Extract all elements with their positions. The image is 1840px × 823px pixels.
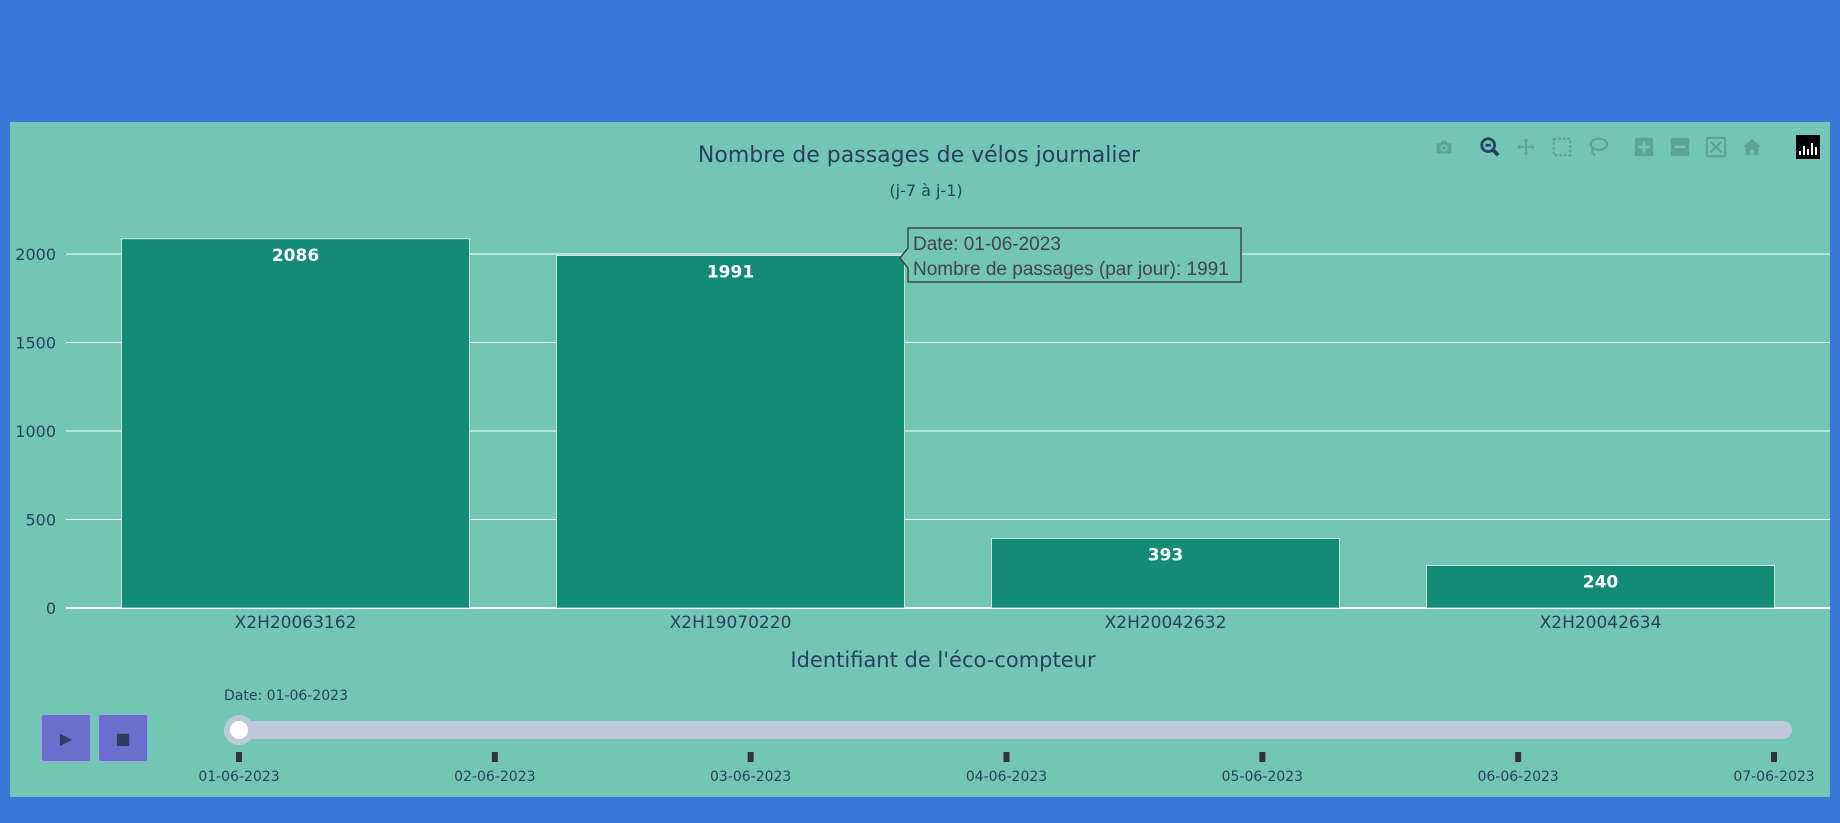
- slider-current-value: Date: 01-06-2023: [224, 688, 348, 704]
- bar[interactable]: [556, 255, 905, 609]
- slider-handle[interactable]: [230, 721, 248, 739]
- x-axis-label: Identifiant de l'éco-compteur: [790, 648, 1096, 672]
- slider-tick[interactable]: [1003, 752, 1010, 762]
- pan-icon[interactable]: [1514, 135, 1538, 159]
- bar-value-label: 1991: [707, 263, 754, 283]
- zoom-in-icon[interactable]: [1632, 135, 1656, 159]
- bars: 2086 1991 393 240: [121, 238, 1775, 609]
- bar-value-label: 2086: [272, 246, 319, 266]
- y-tick-label: 2000: [15, 245, 56, 264]
- chart-panel: Nombre de passages de vélos journalier (…: [10, 122, 1830, 797]
- slider-tick[interactable]: [236, 752, 242, 762]
- zoom-icon[interactable]: [1478, 135, 1502, 159]
- bar[interactable]: [1426, 565, 1775, 609]
- y-tick-label: 1000: [15, 422, 56, 441]
- stop-button[interactable]: ■: [98, 714, 148, 762]
- slider-tick[interactable]: [1259, 752, 1266, 762]
- play-button[interactable]: ▶: [41, 714, 91, 762]
- slider-step-label[interactable]: 02-06-2023: [454, 769, 535, 785]
- x-tick-label: X2H20063162: [235, 613, 357, 633]
- lasso-icon[interactable]: [1586, 135, 1610, 159]
- zoom-out-icon[interactable]: [1668, 135, 1692, 159]
- tooltip-value: Nombre de passages (par jour): 1991: [913, 259, 1229, 280]
- bar[interactable]: [121, 238, 470, 609]
- chart-canvas: Nombre de passages de vélos journalier (…: [15, 143, 1830, 785]
- slider-tick[interactable]: [1515, 752, 1522, 762]
- x-tick-label: X2H19070220: [670, 613, 792, 633]
- slider-step-label[interactable]: 01-06-2023: [198, 769, 279, 785]
- tooltip-date: Date: 01-06-2023: [913, 234, 1061, 255]
- y-tick-label: 500: [25, 511, 56, 530]
- chart-title: Nombre de passages de vélos journalier: [698, 143, 1141, 168]
- play-icon: ▶: [59, 728, 73, 748]
- bar[interactable]: [991, 538, 1340, 609]
- x-tick-label: X2H20042632: [1105, 613, 1227, 633]
- x-axis-ticks: X2H20063162 X2H19070220 X2H20042632 X2H2004…: [235, 613, 1662, 633]
- slider-step-label[interactable]: 04-06-2023: [966, 769, 1047, 785]
- y-axis-ticks: 0 500 1000 1500 2000: [15, 245, 56, 618]
- slider-step-label[interactable]: 05-06-2023: [1222, 769, 1303, 785]
- stop-icon: ■: [115, 728, 131, 748]
- autoscale-icon[interactable]: [1704, 135, 1728, 159]
- reset-axes-icon[interactable]: [1740, 135, 1764, 159]
- slider-tick[interactable]: [491, 752, 498, 762]
- bar-value-label: 393: [1148, 545, 1184, 565]
- slider-tick[interactable]: [1771, 752, 1777, 762]
- slider-track[interactable]: [224, 721, 1792, 739]
- slider-tick[interactable]: [747, 752, 754, 762]
- y-tick-label: 0: [46, 599, 56, 618]
- tooltip-box: [899, 227, 1242, 283]
- y-tick-label: 1500: [15, 334, 56, 353]
- slider-step-label[interactable]: 06-06-2023: [1477, 769, 1558, 785]
- box-select-icon[interactable]: [1550, 135, 1574, 159]
- slider-steps: 01-06-2023 02-06-2023 03-06-2023 04-06-2023…: [198, 752, 1815, 785]
- slider-step-label[interactable]: 03-06-2023: [710, 769, 791, 785]
- bar-value-label: 240: [1583, 573, 1619, 593]
- x-tick-label: X2H20042634: [1540, 613, 1662, 633]
- chart-subtitle: (j-7 à j-1): [889, 181, 962, 200]
- plotly-logo-icon[interactable]: [1796, 135, 1820, 159]
- modebar: [1432, 134, 1776, 160]
- camera-icon[interactable]: [1432, 135, 1456, 159]
- hover-tooltip: Date: 01-06-2023 Nombre de passages (par…: [899, 227, 1242, 283]
- slider-step-label[interactable]: 07-06-2023: [1733, 769, 1814, 785]
